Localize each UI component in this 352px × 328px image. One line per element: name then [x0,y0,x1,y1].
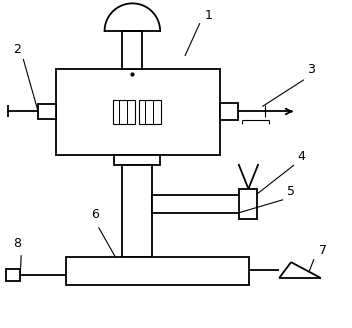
Bar [122,31,142,69]
Text: 8: 8 [13,237,21,250]
Bar [38,104,56,119]
Text: 7: 7 [319,244,327,257]
Text: 1: 1 [205,9,213,22]
Text: 2: 2 [13,43,21,56]
Bar [6,269,20,281]
Bar [113,100,135,124]
Bar [139,100,161,124]
Text: 4: 4 [297,150,305,163]
Bar [122,165,152,257]
Bar [66,257,250,285]
Bar [114,155,160,165]
Bar [152,195,244,213]
Bar [56,69,220,155]
Text: 3: 3 [307,63,315,76]
Text: 6: 6 [91,208,99,220]
Text: 5: 5 [287,185,295,198]
Bar [239,189,257,218]
Bar [220,103,238,120]
